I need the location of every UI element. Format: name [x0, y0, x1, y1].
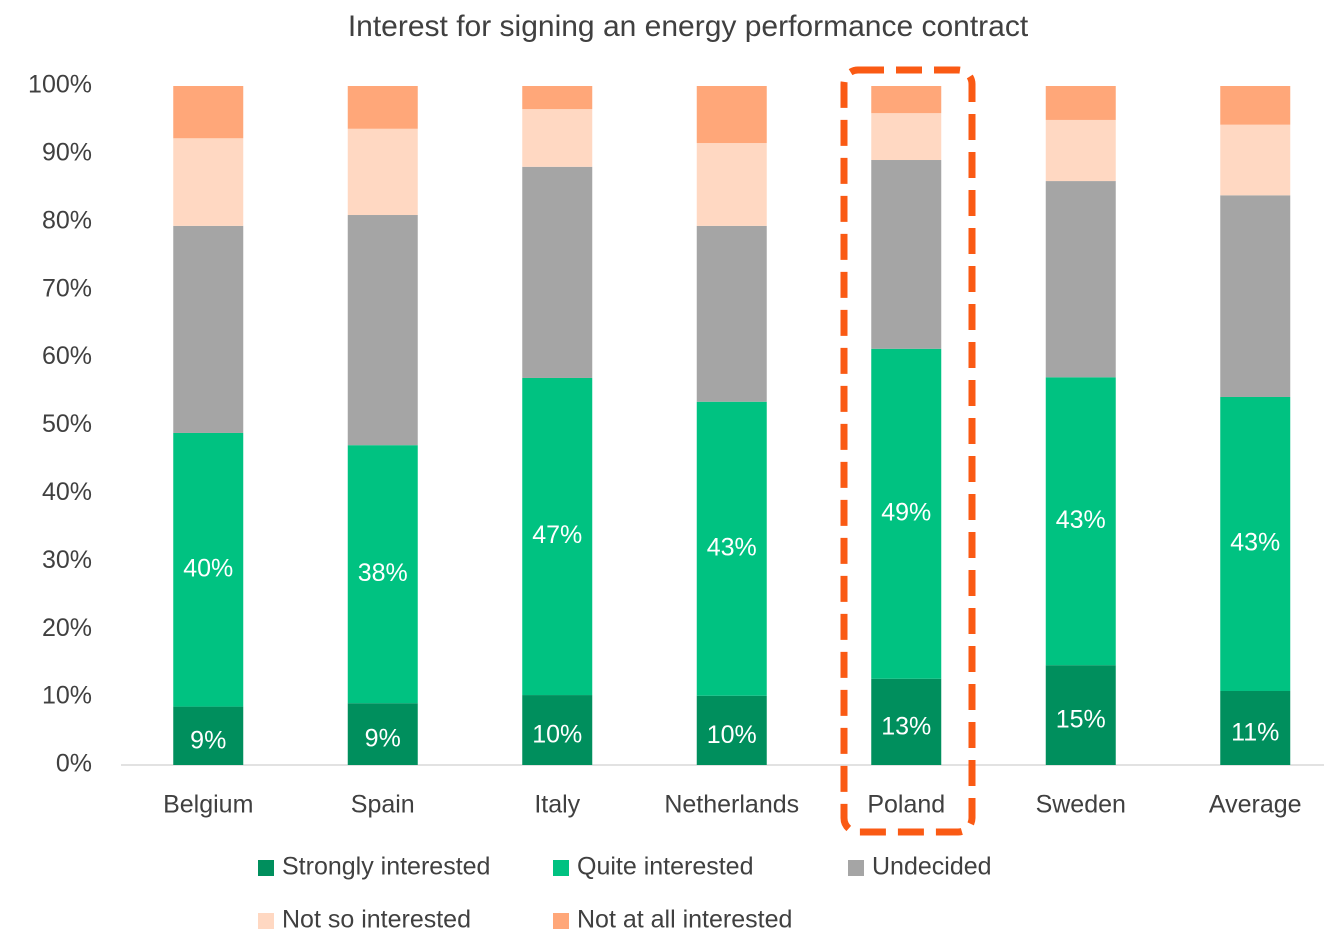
data-label: 9%: [365, 725, 401, 753]
bar-segment: [696, 225, 767, 402]
bar-segment: [696, 143, 767, 226]
bar-segment: [347, 128, 418, 216]
bar-segment: [1045, 665, 1116, 765]
y-tick-label: 20%: [42, 614, 92, 642]
bar-segment: [1220, 86, 1291, 125]
x-tick-label: Sweden: [1036, 791, 1126, 819]
y-tick-label: 80%: [42, 206, 92, 234]
bar-segment: [871, 678, 942, 765]
data-label: 43%: [707, 533, 757, 561]
data-label: 43%: [1230, 529, 1280, 557]
bar-segment: [347, 86, 418, 129]
y-tick-label: 70%: [42, 274, 92, 302]
data-label: 9%: [190, 726, 226, 754]
bar-segment: [522, 109, 593, 167]
data-label: 49%: [881, 498, 931, 526]
bar-segment: [173, 432, 244, 707]
bar-segment: [871, 86, 942, 114]
bar-segment: [1045, 181, 1116, 378]
data-label: 43%: [1056, 506, 1106, 534]
bar-segment: [1220, 195, 1291, 397]
bar-segment: [522, 695, 593, 765]
legend-label: Strongly interested: [282, 853, 490, 881]
bar-segment: [173, 138, 244, 226]
y-tick-label: 60%: [42, 342, 92, 370]
bar-segment: [1045, 377, 1116, 666]
legend-label: Quite interested: [577, 853, 754, 881]
bar-segment: [347, 445, 418, 704]
data-label: 13%: [881, 712, 931, 740]
chart-title: Interest for signing an energy performan…: [348, 10, 1029, 43]
legend-swatch: [553, 860, 569, 876]
data-label: 15%: [1056, 706, 1106, 734]
data-label: 11%: [1231, 719, 1279, 747]
legend-swatch: [553, 913, 569, 929]
bar-segment: [173, 86, 244, 139]
bar-segment: [522, 86, 593, 110]
data-label: 47%: [532, 521, 582, 549]
legend-label: Undecided: [872, 853, 992, 881]
bar-segment: [871, 160, 942, 349]
x-tick-label: Average: [1209, 791, 1302, 819]
legend-label: Not so interested: [282, 906, 471, 934]
bar-segment: [1045, 86, 1116, 120]
data-label: 10%: [532, 721, 582, 749]
highlight-box: [840, 66, 976, 836]
legend-label: Not at all interested: [577, 906, 792, 934]
data-label: 40%: [183, 554, 233, 582]
bar-segment: [347, 215, 418, 446]
bar-segment: [347, 703, 418, 765]
x-tick-label: Belgium: [163, 791, 253, 819]
data-label: 10%: [707, 721, 757, 749]
bar-segment: [871, 113, 942, 161]
bar-segment: [1220, 690, 1291, 765]
y-tick-label: 30%: [42, 546, 92, 574]
bar-segment: [173, 225, 244, 433]
y-tick-label: 0%: [56, 750, 92, 778]
y-tick-label: 90%: [42, 139, 92, 167]
y-tick-label: 40%: [42, 478, 92, 506]
bar-segment: [871, 348, 942, 679]
bar-segment: [173, 706, 244, 765]
bar-segment: [1045, 119, 1116, 182]
legend-swatch: [258, 860, 274, 876]
bar-segment: [1220, 396, 1291, 691]
y-tick-label: 100%: [28, 71, 92, 99]
data-label: 38%: [358, 559, 408, 587]
x-tick-label: Netherlands: [664, 791, 799, 819]
y-tick-label: 10%: [42, 682, 92, 710]
x-tick-label: Spain: [351, 791, 415, 819]
bar-segment: [522, 377, 593, 696]
bar-segment: [1220, 124, 1291, 196]
x-tick-label: Poland: [867, 791, 945, 819]
x-tick-label: Italy: [534, 791, 580, 819]
bar-segment: [696, 86, 767, 144]
legend-swatch: [848, 860, 864, 876]
bar-segment: [696, 401, 767, 696]
y-tick-label: 50%: [42, 410, 92, 438]
legend-swatch: [258, 913, 274, 929]
bar-segment: [696, 695, 767, 765]
bar-segment: [522, 166, 593, 378]
